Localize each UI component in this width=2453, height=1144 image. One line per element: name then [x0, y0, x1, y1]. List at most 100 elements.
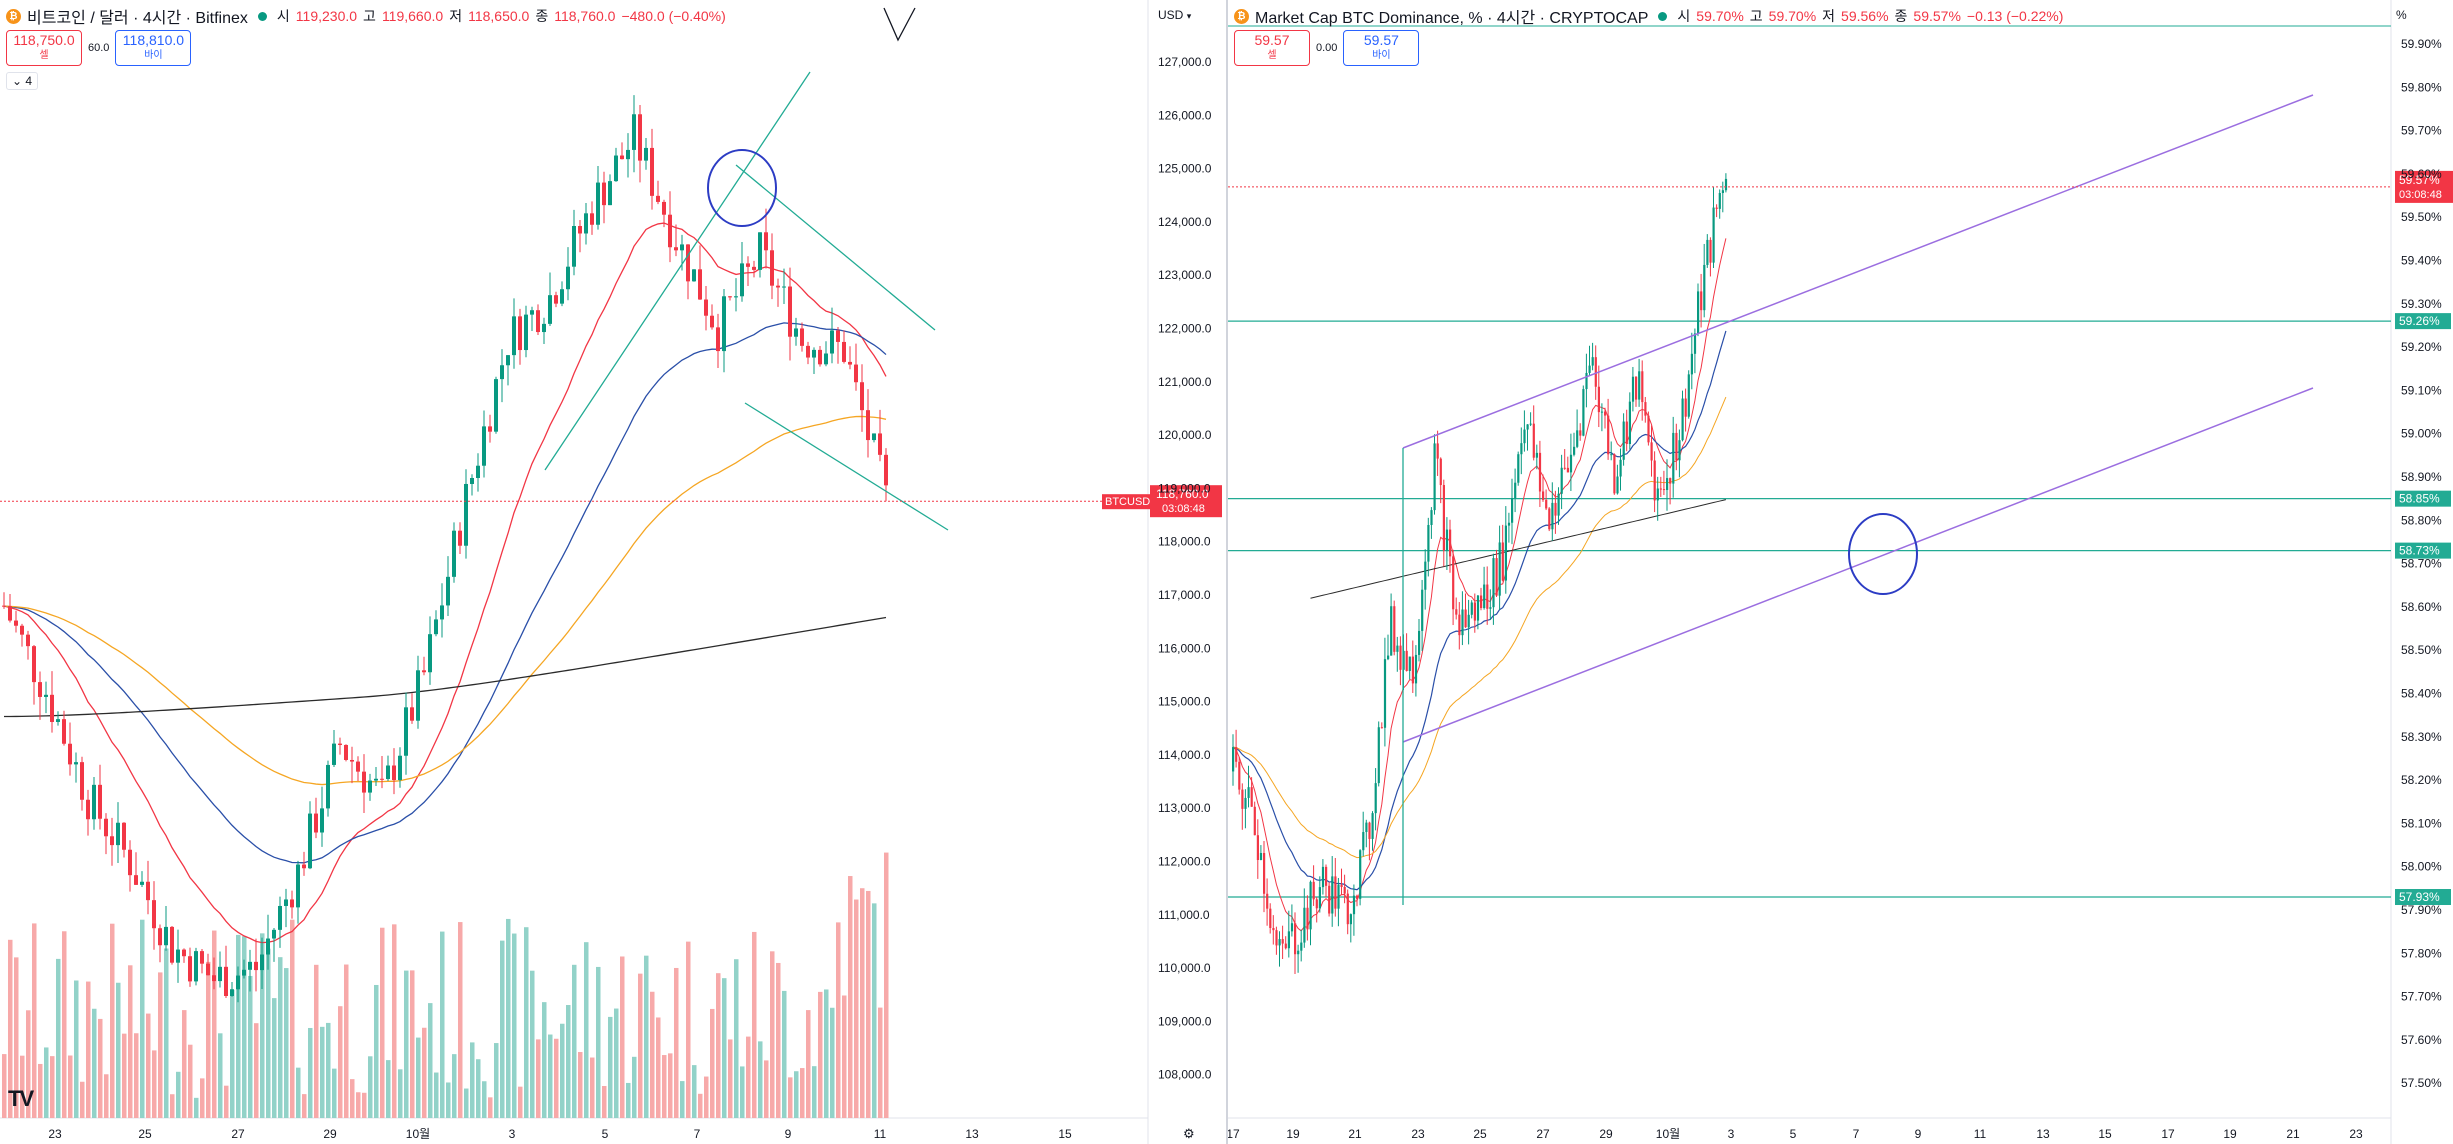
candle-body	[80, 762, 84, 800]
candle-body	[1241, 789, 1244, 809]
time-tick-label: 9	[785, 1127, 792, 1141]
candle-body	[518, 316, 522, 351]
currency-label: %	[2396, 8, 2407, 22]
candle-body	[692, 269, 696, 282]
candle-body	[386, 765, 390, 779]
currency-selector[interactable]: USD ▾	[1158, 8, 1191, 22]
price-tick-label: 126,000.0	[1158, 108, 1212, 122]
sell-button[interactable]: 59.57 셀	[1234, 30, 1310, 66]
candle-body	[1724, 178, 1728, 191]
btc-chart-pane[interactable]: BTCUSD 118,760.0 03:08:48 127,000.0 126,000…	[0, 0, 1228, 1144]
dominance-symbol-title[interactable]: Market Cap BTC Dominance, % · 4시간 · CRYP…	[1255, 10, 1649, 27]
candle-body	[1365, 822, 1368, 833]
btc-price-axis[interactable]: 127,000.0 126,000.0 125,000.0 124,000.0 123,…	[1158, 55, 1212, 1082]
volume-bar	[98, 1018, 103, 1118]
candle-body	[1368, 822, 1371, 839]
candle-body	[1238, 761, 1241, 790]
level-tag: 58.73%	[2399, 544, 2440, 558]
candle-body	[1315, 899, 1318, 909]
candle-body	[1331, 876, 1334, 914]
volume-bar	[836, 922, 841, 1118]
candle-body	[1594, 357, 1597, 387]
time-tick-label: 21	[2286, 1127, 2300, 1141]
candle-body	[1542, 491, 1545, 500]
dominance-time-axis[interactable]: 17 19 21 23 25 27 29 10월 3 5 7 9 11 13 15 17 19 21 23	[1228, 1127, 2363, 1141]
price-tick-label: 58.30%	[2401, 730, 2442, 744]
candle-body	[800, 328, 804, 346]
candle-body	[758, 232, 762, 270]
candle-body	[1569, 454, 1573, 473]
candle-body	[1529, 423, 1532, 425]
candle-body	[134, 875, 138, 885]
candle-body	[188, 956, 192, 982]
volume-bar	[434, 1072, 439, 1118]
tradingview-logo-icon[interactable]: TV	[8, 1086, 34, 1112]
time-tick-label: 23	[48, 1127, 62, 1141]
volume-bar	[338, 1006, 343, 1118]
buy-button[interactable]: 118,810.0 바이	[115, 30, 192, 66]
currency-selector[interactable]: %	[2396, 8, 2407, 22]
candle-body	[1483, 584, 1486, 609]
candle-body	[1610, 454, 1613, 456]
price-tick-label: 115,000.0	[1158, 695, 1211, 709]
candle-body	[182, 949, 186, 957]
candle-body	[656, 195, 660, 202]
price-tick-label: 110,000.0	[1158, 961, 1211, 975]
candle-body	[1681, 398, 1684, 441]
candle-body	[1678, 440, 1681, 461]
close-label: 종	[535, 8, 549, 24]
candle-body	[1551, 502, 1554, 530]
candle-body	[1396, 645, 1399, 652]
sell-label: 셀	[39, 50, 49, 61]
candle-body	[404, 707, 408, 756]
price-tick-label: 116,000.0	[1158, 641, 1211, 655]
volume-bar	[356, 1092, 361, 1118]
time-tick-label: 27	[231, 1127, 245, 1141]
dominance-chart-pane[interactable]: 59.26% 58.85% 58.73% 57.93% 59.57% 03:08:48 …	[1228, 0, 2453, 1144]
sell-button[interactable]: 118,750.0 셀	[6, 30, 82, 66]
btc-chart-canvas[interactable]: BTCUSD 118,760.0 03:08:48 127,000.0 126,000…	[0, 0, 1226, 1144]
last-price-label: 59.57%	[2399, 173, 2440, 187]
volume-bar	[332, 1068, 337, 1118]
candle-body	[1557, 493, 1560, 516]
currency-label: USD	[1158, 8, 1184, 22]
btc-time-axis[interactable]: 23 25 27 29 10월 3 5 7 9 11 13 15 ⚙	[48, 1126, 1194, 1141]
candle-body	[602, 182, 606, 206]
volume-bar	[506, 918, 511, 1118]
dominance-chart-canvas[interactable]: 59.26%58.85%58.73%57.93% 59.57%03:08:48 …	[1228, 0, 2453, 1144]
candle-body	[1352, 895, 1356, 915]
candle-body	[764, 232, 768, 251]
candle-body	[812, 349, 816, 358]
candle-body	[1672, 432, 1675, 484]
volume-bar	[482, 1081, 487, 1118]
indicators-toggle[interactable]: ⌄ 4	[6, 72, 39, 90]
high-value: 119,660.0	[381, 8, 444, 24]
candle-body	[1259, 853, 1263, 861]
candle-body	[644, 147, 648, 161]
candle-body	[434, 619, 438, 635]
buy-label: 바이	[144, 50, 163, 61]
candle-body	[1312, 881, 1315, 900]
indicator-count: 4	[25, 74, 33, 88]
high-value: 59.70%	[1768, 8, 1817, 24]
close-value: 59.57%	[1913, 8, 1961, 24]
low-value: 118,650.0	[468, 8, 530, 24]
dominance-price-axis[interactable]: 59.90% 59.80% 59.70% 59.60% 59.50% 59.40% 59.3…	[2401, 37, 2442, 1090]
volume-bar	[692, 1065, 697, 1118]
candle-body	[1263, 853, 1266, 894]
candle-body	[1244, 797, 1247, 809]
price-tick-label: 123,000.0	[1158, 268, 1212, 282]
candle-body	[740, 263, 744, 297]
btc-symbol-title[interactable]: 비트코인 / 달러 · 4시간 · Bitfinex	[27, 10, 248, 27]
candle-body	[1591, 357, 1594, 366]
candle-body	[1625, 421, 1628, 445]
btc-legend: ₿ 비트코인 / 달러 · 4시간 · Bitfinex 시 119,230.0 …	[6, 4, 726, 28]
candle-body	[416, 670, 420, 721]
price-tick-label: 58.10%	[2401, 816, 2442, 830]
candle-body	[1669, 478, 1672, 484]
volume-bar	[416, 1037, 421, 1118]
time-tick-label: 7	[694, 1127, 701, 1141]
candle-body	[482, 426, 486, 466]
candle-body	[1337, 884, 1340, 909]
buy-button[interactable]: 59.57 바이	[1343, 30, 1420, 66]
